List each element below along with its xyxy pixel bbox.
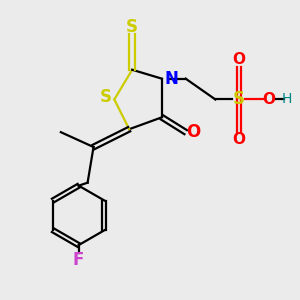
- Text: O: O: [233, 52, 246, 67]
- Text: O: O: [186, 123, 200, 141]
- Text: S: S: [233, 91, 245, 109]
- Text: O: O: [233, 132, 246, 147]
- Text: S: S: [99, 88, 111, 106]
- Text: N: N: [165, 70, 179, 88]
- Text: O: O: [262, 92, 275, 107]
- Text: S: S: [126, 18, 138, 36]
- Text: H: H: [281, 92, 292, 106]
- Text: F: F: [73, 251, 84, 269]
